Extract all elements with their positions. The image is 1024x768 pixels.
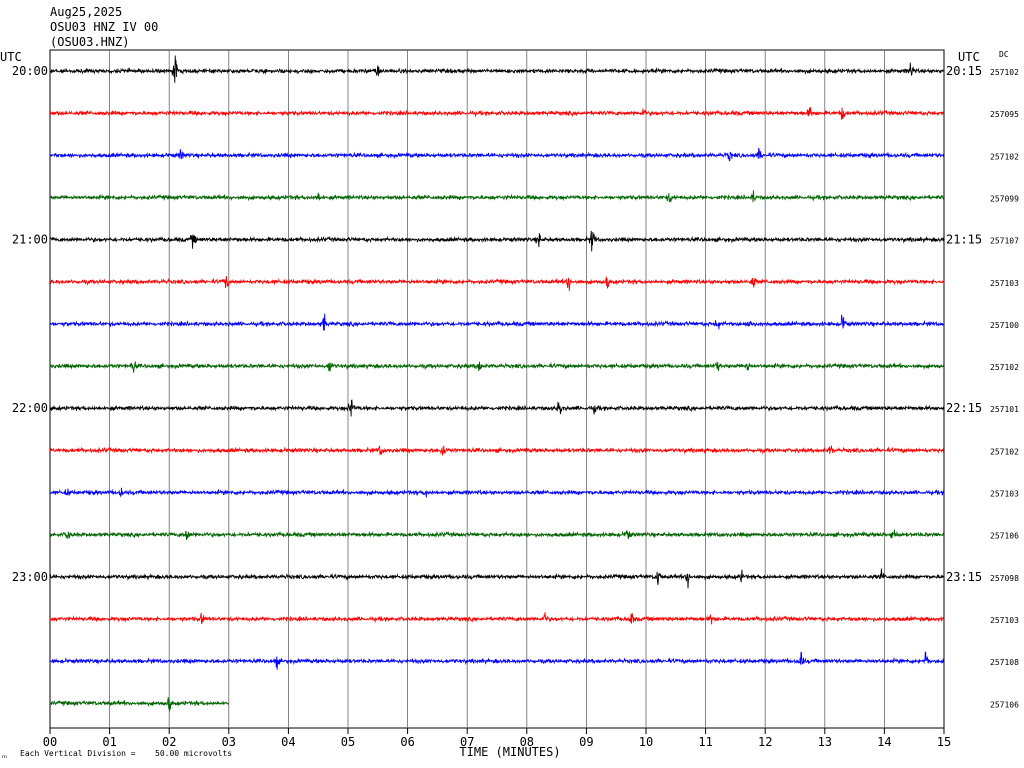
x-tick-label: 12 xyxy=(758,735,772,749)
x-tick-label: 08 xyxy=(520,735,534,749)
x-tick-label: 02 xyxy=(162,735,176,749)
dc-value: 257102 xyxy=(990,447,1019,456)
trace-line xyxy=(49,275,945,292)
x-tick-label: 11 xyxy=(698,735,712,749)
trace-line xyxy=(49,697,230,712)
dc-value: 257106 xyxy=(990,700,1019,709)
right-time-label: 20:15 xyxy=(946,64,982,78)
dc-value: 257103 xyxy=(990,490,1019,499)
x-tick-label: 03 xyxy=(222,735,236,749)
dc-value: 257102 xyxy=(990,152,1019,161)
trace-line xyxy=(49,107,945,120)
dc-value: 257103 xyxy=(990,279,1019,288)
header-channel: (OSU03.HNZ) xyxy=(50,35,129,49)
x-tick-label: 09 xyxy=(579,735,593,749)
trace-line xyxy=(49,651,945,670)
scale-value: 50.00 microvolts xyxy=(155,749,232,758)
dc-value: 257099 xyxy=(990,194,1019,203)
dc-value: 257108 xyxy=(990,658,1019,667)
x-tick-label: 10 xyxy=(639,735,653,749)
dc-label: DC xyxy=(999,50,1009,59)
trace-line xyxy=(49,568,945,589)
dc-value: 257102 xyxy=(990,68,1019,77)
x-tick-label: 05 xyxy=(341,735,355,749)
header-station: OSU03 HNZ IV 00 xyxy=(50,20,158,34)
trace-group xyxy=(49,55,945,712)
trace-line xyxy=(49,55,945,83)
x-tick-label: 04 xyxy=(281,735,295,749)
trace-line xyxy=(49,487,945,498)
right-utc-label: UTC xyxy=(958,50,980,64)
x-tick-label: 14 xyxy=(877,735,891,749)
dc-value: 257100 xyxy=(990,321,1019,330)
trace-line xyxy=(49,445,945,456)
header-date: Aug25,2025 xyxy=(50,5,122,19)
right-time-label: 22:15 xyxy=(946,401,982,415)
scale-note: Each Vertical Division = xyxy=(20,749,136,758)
left-time-labels: 20:00 21:00 22:00 23:00 xyxy=(12,64,48,584)
left-time-label: 20:00 xyxy=(12,64,48,78)
left-time-label: 21:00 xyxy=(12,233,48,247)
trace-line xyxy=(49,612,945,625)
x-tick-label: 13 xyxy=(818,735,832,749)
dc-value: 257095 xyxy=(990,110,1019,119)
right-time-labels: 20:15 21:15 22:15 23:15 xyxy=(946,64,982,584)
dc-value: 257102 xyxy=(990,363,1019,372)
trace-line xyxy=(49,361,945,373)
vertical-gridlines xyxy=(109,50,885,728)
trace-line xyxy=(49,529,945,540)
trace-line xyxy=(49,230,945,252)
dc-value-labels: 257102 257095 257102 257099 257107 257103 2571… xyxy=(990,68,1019,709)
x-tick-label: 00 xyxy=(43,735,57,749)
x-axis-title: TIME (MINUTES) xyxy=(459,745,560,759)
plot-frame xyxy=(49,49,945,729)
x-tick-label: 01 xyxy=(102,735,116,749)
x-tick-label: 06 xyxy=(400,735,414,749)
trace-line xyxy=(49,313,945,331)
left-time-label: 23:00 xyxy=(12,570,48,584)
left-utc-label: UTC xyxy=(0,50,22,64)
right-time-label: 23:15 xyxy=(946,570,982,584)
x-tick-label: 07 xyxy=(460,735,474,749)
trace-line xyxy=(49,190,944,203)
dc-value: 257103 xyxy=(990,616,1019,625)
trace-line xyxy=(49,147,945,162)
x-axis-ticks: 00 01 02 03 04 05 06 07 08 09 10 11 12 13 14 15 xyxy=(43,728,951,749)
dc-value: 257101 xyxy=(990,405,1019,414)
dc-value: 257107 xyxy=(990,237,1019,246)
right-time-label: 21:15 xyxy=(946,233,982,247)
x-tick-label: 15 xyxy=(937,735,951,749)
dc-value: 257098 xyxy=(990,574,1019,583)
left-time-label: 22:00 xyxy=(12,401,48,415)
small-mark: ₘ xyxy=(2,751,7,760)
trace-line xyxy=(49,399,945,417)
dc-value: 257106 xyxy=(990,532,1019,541)
